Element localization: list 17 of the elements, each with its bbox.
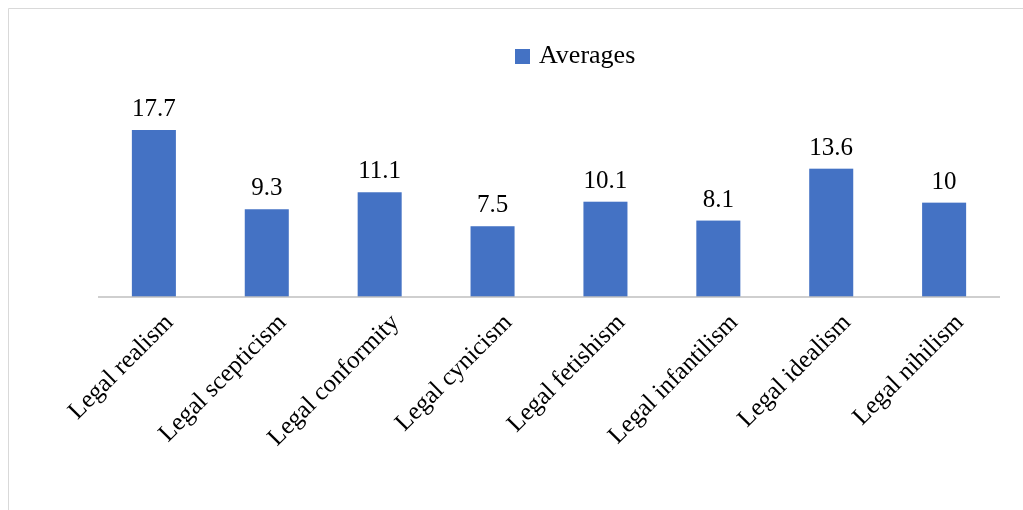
bar	[922, 202, 967, 297]
data-label: 13.6	[809, 132, 854, 160]
data-label: 9.3	[251, 173, 283, 201]
bar	[357, 192, 402, 297]
data-label: 10	[931, 166, 957, 194]
bar	[583, 201, 628, 297]
data-label: 7.5	[476, 190, 509, 218]
bar	[696, 220, 741, 297]
bar	[131, 130, 176, 297]
bar	[809, 168, 854, 297]
bar	[244, 209, 289, 297]
data-label: 10.1	[583, 165, 628, 193]
bar	[470, 226, 515, 297]
data-label: 11.1	[358, 156, 402, 184]
data-label: 17.7	[132, 94, 176, 121]
legend-label: Averages	[539, 39, 636, 69]
data-label: 8.1	[702, 184, 734, 212]
